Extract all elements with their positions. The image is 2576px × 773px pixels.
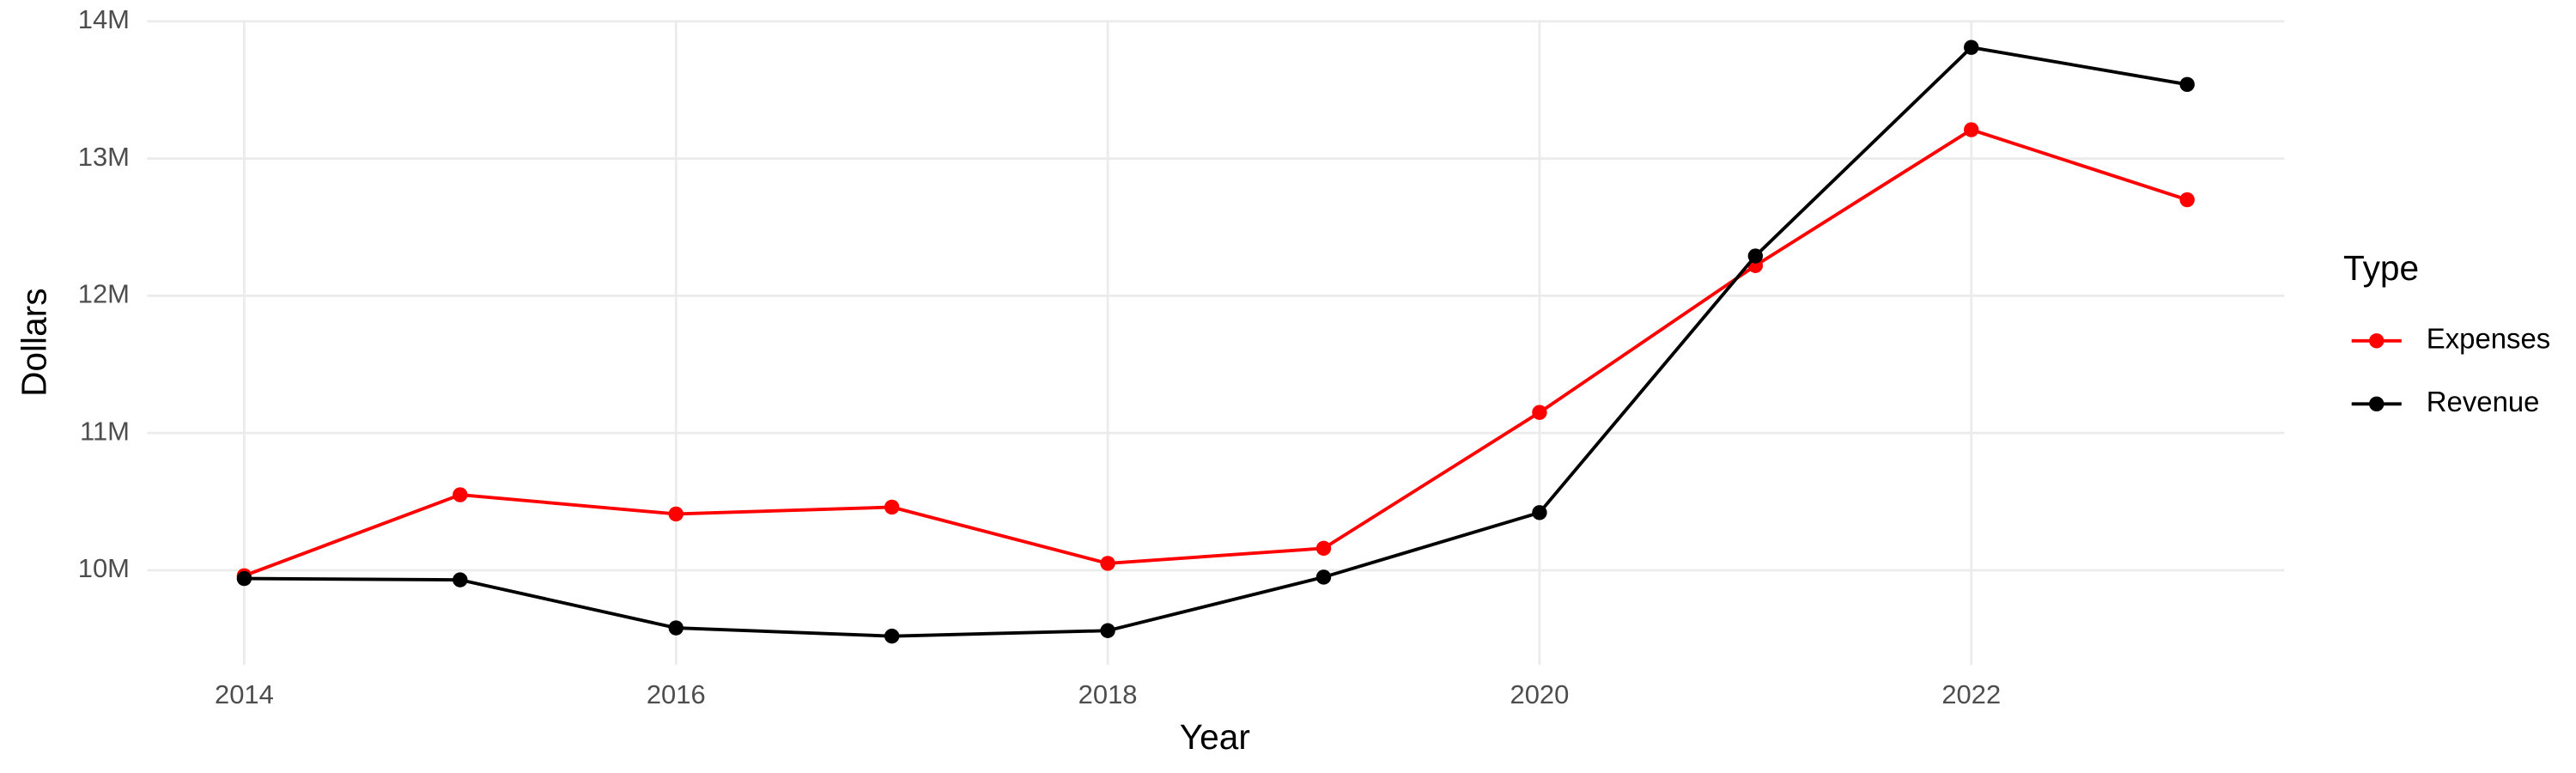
x-axis-title: Year — [1180, 717, 1250, 757]
y-tick-label: 10M — [78, 553, 130, 583]
legend-title: Type — [2343, 248, 2419, 288]
data-point — [1747, 248, 1764, 264]
data-point — [1532, 405, 1547, 420]
data-point — [453, 487, 468, 502]
data-point — [668, 620, 683, 636]
data-point — [1100, 623, 1115, 638]
x-tick-label: 2014 — [215, 679, 274, 709]
data-point — [236, 570, 252, 587]
y-tick-label: 14M — [78, 4, 130, 34]
data-point — [453, 572, 468, 587]
x-tick-label: 2020 — [1510, 679, 1570, 709]
data-point — [2179, 192, 2195, 208]
grid: 10M 11M 12M 13M 14M 2014 2016 2018 2020 2022 — [78, 4, 2285, 709]
data-point — [1532, 505, 1547, 520]
data-point — [1100, 556, 1115, 571]
marks: Expenses Revenue — [236, 40, 2550, 644]
data-point — [668, 506, 683, 522]
legend-key-point — [2369, 333, 2385, 349]
legend-label: Expenses — [2427, 322, 2550, 354]
series-line — [243, 127, 2188, 578]
y-tick-label: 12M — [78, 279, 130, 309]
series-line — [244, 46, 2188, 638]
data-point — [884, 499, 900, 515]
data-point — [884, 628, 900, 644]
x-tick-label: 2018 — [1078, 679, 1138, 709]
y-tick-label: 13M — [78, 142, 130, 172]
data-point — [1315, 540, 1332, 557]
y-tick-label: 11M — [80, 416, 130, 446]
legend-key-point — [2369, 396, 2385, 412]
legend-label: Revenue — [2427, 386, 2540, 417]
data-point — [1315, 569, 1332, 585]
x-tick-label: 2022 — [1941, 679, 2001, 709]
y-axis-title: Dollars — [14, 288, 53, 396]
data-point — [1964, 40, 1979, 55]
data-point — [2179, 76, 2195, 93]
data-point — [1964, 122, 1979, 137]
x-tick-label: 2016 — [647, 679, 706, 709]
